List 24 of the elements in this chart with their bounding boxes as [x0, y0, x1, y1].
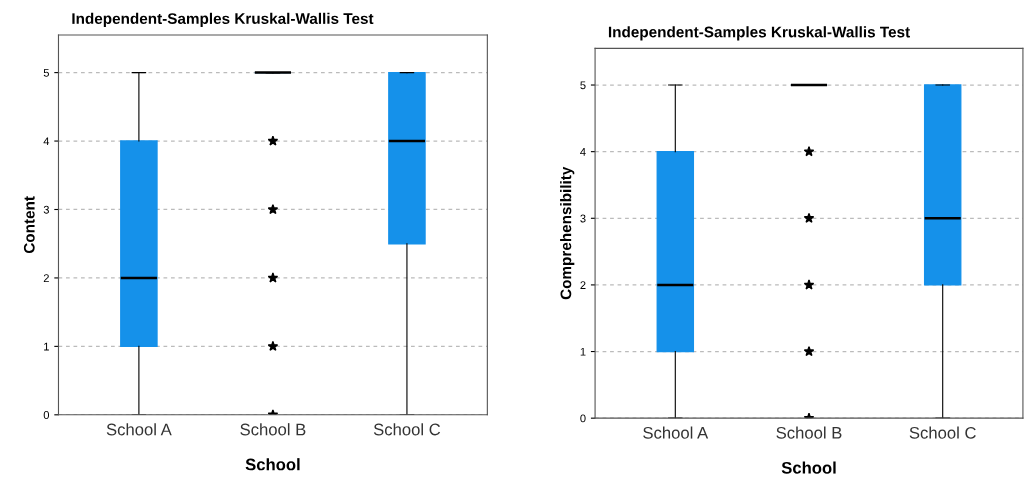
y-tick-label: 4 [580, 148, 586, 156]
x-tick-label: School B [776, 426, 842, 439]
chart-title: Independent-Samples Kruskal-Wallis Test [72, 12, 374, 28]
y-axis-title: Content [23, 196, 35, 254]
x-tick-label: School C [373, 423, 441, 436]
y-tick-label: 0 [43, 411, 50, 419]
y-axis-title: Comprehensibility [560, 166, 575, 300]
y-tick-label: 2 [43, 274, 49, 282]
y-tick-label: 1 [44, 342, 49, 351]
x-tick-label: School A [106, 423, 172, 436]
y-tick-label: 0 [580, 414, 586, 423]
y-tick-label: 3 [43, 205, 49, 214]
x-axis-title: School [245, 458, 300, 471]
y-tick-label: 4 [43, 137, 50, 146]
y-tick-label: 1 [580, 347, 586, 356]
x-tick-label: School A [643, 426, 709, 439]
y-tick-label: 5 [580, 81, 586, 90]
chart-title: Independent-Samples Kruskal-Wallis Test [608, 26, 910, 41]
y-tick-label: 5 [43, 68, 49, 77]
x-axis-title: School [781, 461, 836, 474]
x-tick-label: School B [240, 423, 306, 436]
y-tick-label: 2 [580, 281, 586, 289]
x-tick-label: School C [909, 426, 976, 439]
y-tick-label: 3 [580, 214, 586, 223]
